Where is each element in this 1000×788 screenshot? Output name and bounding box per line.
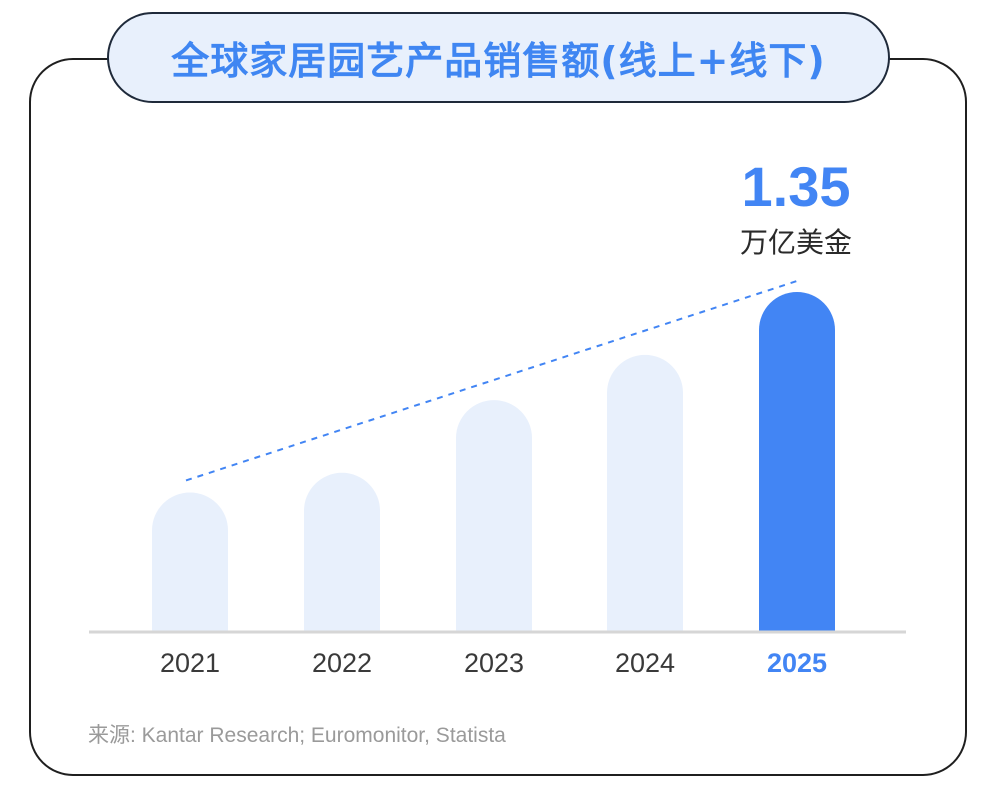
highlight-value: 1.35 [742,155,851,218]
x-tick-label: 2025 [767,648,827,678]
bar-2022 [304,472,380,632]
bar-2021 [152,492,228,632]
x-tick-label: 2024 [615,648,675,678]
x-tick-label: 2021 [160,648,220,678]
title-pill: 全球家居园艺产品销售额(线上+线下) [107,12,890,103]
x-tick-label: 2022 [312,648,372,678]
bar-2024 [607,354,683,632]
bars-group [152,292,835,632]
highlight-unit: 万亿美金 [740,226,852,259]
chart-title: 全球家居园艺产品销售额(线上+线下) [171,39,826,83]
x-tick-label: 2023 [464,648,524,678]
bar-2023 [456,400,532,632]
bar-2025 [759,292,835,632]
source-note: 来源: Kantar Research; Euromonitor, Statis… [88,724,506,747]
x-tick-labels: 2021 2022 2023 2024 2025 [160,648,827,678]
